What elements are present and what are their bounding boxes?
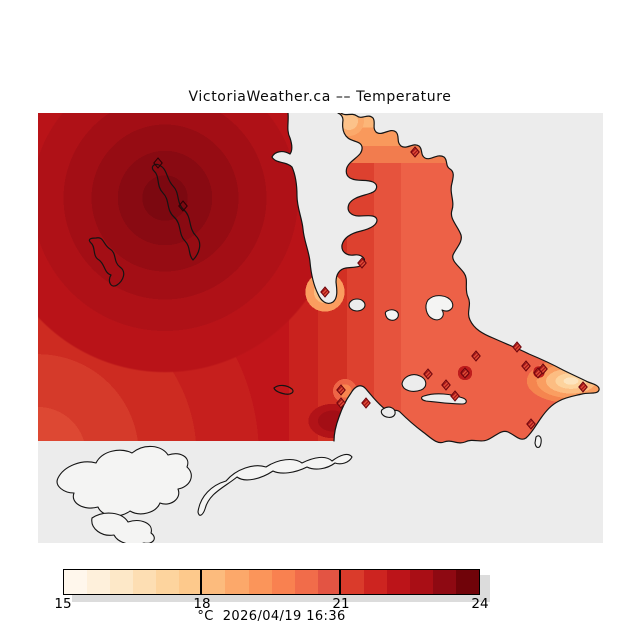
colorbar-cell [225, 570, 249, 594]
station-marker [153, 157, 163, 169]
page-title: VictoriaWeather.ca –– Temperature [188, 89, 452, 105]
esquimalt-harbour [401, 374, 427, 392]
colorbar-cell [110, 570, 134, 594]
small-bay [380, 406, 396, 418]
station-marker [471, 350, 481, 362]
island-large [425, 295, 454, 321]
colorbar-cell [456, 570, 480, 594]
station-marker [336, 384, 346, 396]
colorbar-cell [202, 570, 226, 594]
station-marker [578, 381, 588, 393]
station-marker [460, 367, 470, 379]
colorbar-cell [87, 570, 111, 594]
station-marker [450, 390, 460, 402]
station-marker [361, 397, 371, 409]
colorbar-tick-18 [200, 570, 202, 594]
south-land-west-lower [91, 512, 155, 546]
colorbar-tick-label-18: 18 [193, 596, 211, 612]
south-land-west [56, 445, 192, 517]
island-sliver [534, 435, 542, 449]
station-marker [441, 379, 451, 391]
station-marker [320, 286, 330, 298]
colorbar-tick-label-24: 24 [471, 596, 489, 612]
station-marker [512, 341, 522, 353]
station-marker [521, 360, 531, 372]
colorbar-cell [64, 570, 88, 594]
map-container [38, 112, 603, 546]
colorbar-cell [363, 570, 387, 594]
colorbar-tick-label-15: 15 [54, 596, 72, 612]
colorbar-cell [248, 570, 272, 594]
station-marker [357, 257, 367, 269]
islands [384, 295, 542, 449]
lake-outline-1 [151, 163, 201, 261]
station-markers [153, 146, 588, 430]
colorbar-cell [409, 570, 433, 594]
colorbar-cell [317, 570, 341, 594]
coastlines [88, 112, 600, 444]
station-marker [538, 363, 548, 375]
colorbar [63, 569, 480, 595]
temperature-map [38, 112, 603, 546]
colorbar-cell [340, 570, 364, 594]
lake-outline-2 [88, 237, 125, 287]
peninsula-shore [333, 112, 600, 444]
inlet-west-shore [271, 112, 378, 305]
colorbar-cell [156, 570, 180, 594]
hotspot-bands [38, 113, 340, 373]
colorbar-cell [133, 570, 157, 594]
station-marker [526, 418, 536, 430]
lake-outline-3 [273, 384, 294, 395]
colorbar-cells [64, 570, 480, 594]
tod-inlet [348, 298, 366, 312]
colorbar-cell [271, 570, 295, 594]
station-marker [336, 397, 346, 409]
colorbar-cell [179, 570, 203, 594]
colorbar-cell [433, 570, 457, 594]
island-small [384, 309, 399, 321]
outer-coastlines [56, 445, 353, 546]
colorbar-tick-21 [339, 570, 341, 594]
station-marker [178, 200, 188, 212]
colorbar-tick-label-21: 21 [332, 596, 350, 612]
colorbar-cell [294, 570, 318, 594]
station-marker [423, 368, 433, 380]
colorbar-cell [386, 570, 410, 594]
south-land-middle [197, 453, 353, 516]
colorbar-units-label: °C 2026/04/19 16:36 [197, 609, 346, 624]
station-marker [410, 146, 420, 158]
